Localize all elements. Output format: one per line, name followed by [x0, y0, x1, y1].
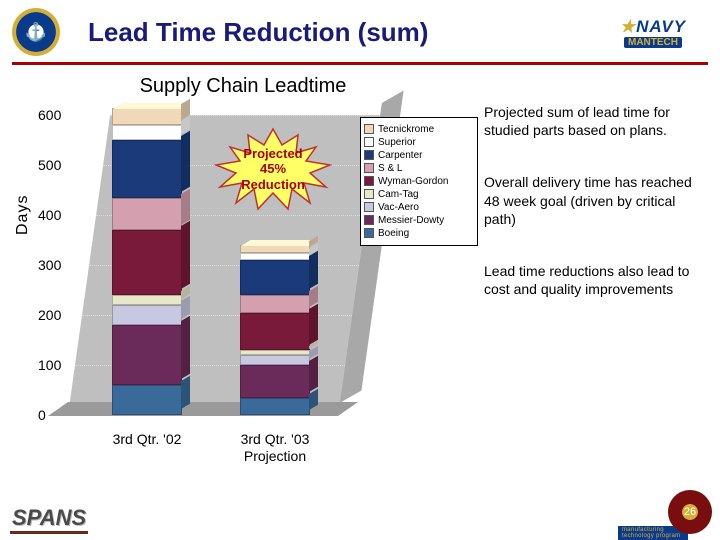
- segment-s-&-l: [112, 198, 182, 231]
- y-tick: 0: [38, 407, 46, 423]
- legend-swatch: [364, 150, 374, 160]
- chart-legend: Tecnickrome Superior Carpenter S & L Wyman-G…: [360, 117, 478, 246]
- segment-carpenter: [240, 260, 310, 295]
- legend-item: Superior: [364, 137, 474, 148]
- x-tick: 3rd Qtr. '03Projection: [210, 431, 340, 465]
- segment-tecnickrome: [112, 108, 182, 126]
- legend-swatch: [364, 202, 374, 212]
- spans-logo: SPANS: [10, 505, 88, 534]
- y-tick: 600: [38, 107, 61, 123]
- y-axis-label: Days: [14, 195, 32, 235]
- legend-item: Messier-Dowty: [364, 215, 474, 226]
- onr-seal-icon: 26: [668, 490, 712, 534]
- segment-s-&-l: [240, 295, 310, 313]
- supply-chain-chart: Supply Chain Leadtime Days 0 100 200 300 400…: [8, 75, 478, 445]
- legend-label: S & L: [378, 163, 402, 174]
- y-tick: 400: [38, 207, 61, 223]
- legend-label: Wyman-Gordon: [378, 176, 449, 187]
- segment-vac-aero: [240, 355, 310, 365]
- note-1: Projected sum of lead time for studied p…: [484, 103, 706, 139]
- segment-carpenter: [112, 140, 182, 198]
- y-tick: 300: [38, 257, 61, 273]
- legend-swatch: [364, 228, 374, 238]
- segment-messier-dowty: [240, 365, 310, 398]
- segment-boeing: [112, 385, 182, 415]
- legend-item: Carpenter: [364, 150, 474, 161]
- segment-superior: [112, 125, 182, 140]
- legend-swatch: [364, 215, 374, 225]
- segment-boeing: [240, 398, 310, 416]
- navy-seal-icon: ⚓: [12, 8, 60, 56]
- legend-item: Boeing: [364, 228, 474, 239]
- y-tick: 500: [38, 157, 61, 173]
- segment-superior: [240, 253, 310, 261]
- x-tick: 3rd Qtr. '02: [82, 431, 212, 448]
- chart-title: Supply Chain Leadtime: [8, 75, 478, 98]
- bar-0: [112, 108, 182, 416]
- legend-item: Tecnickrome: [364, 124, 474, 135]
- legend-label: Carpenter: [378, 150, 422, 161]
- legend-label: Vac-Aero: [378, 202, 419, 213]
- page-number: 26: [684, 506, 696, 518]
- legend-label: Cam-Tag: [378, 189, 419, 200]
- legend-item: Vac-Aero: [364, 202, 474, 213]
- slide-body: Supply Chain Leadtime Days 0 100 200 300 400…: [0, 65, 720, 445]
- y-tick: 100: [38, 357, 61, 373]
- reduction-callout: Projected45%Reduction: [214, 127, 332, 211]
- note-3: Lead time reductions also lead to cost a…: [484, 262, 706, 298]
- segment-tecnickrome: [240, 245, 310, 253]
- legend-item: S & L: [364, 163, 474, 174]
- segment-messier-dowty: [112, 325, 182, 385]
- bar-1: [240, 245, 310, 415]
- legend-label: Superior: [378, 137, 416, 148]
- legend-swatch: [364, 137, 374, 147]
- segment-vac-aero: [112, 305, 182, 325]
- slide-notes: Projected sum of lead time for studied p…: [478, 75, 706, 445]
- legend-label: Messier-Dowty: [378, 215, 444, 226]
- note-2: Overall delivery time has reached 48 wee…: [484, 173, 706, 228]
- legend-swatch: [364, 124, 374, 134]
- legend-label: Boeing: [378, 228, 409, 239]
- legend-item: Cam-Tag: [364, 189, 474, 200]
- segment-wyman-gordon: [240, 313, 310, 351]
- legend-swatch: [364, 163, 374, 173]
- slide-header: ⚓ Lead Time Reduction (sum) ★NAVY MANTEC…: [0, 0, 720, 60]
- y-tick: 200: [38, 307, 61, 323]
- legend-swatch: [364, 176, 374, 186]
- slide-footer: SPANS 26: [10, 490, 712, 534]
- legend-label: Tecnickrome: [378, 124, 434, 135]
- segment-wyman-gordon: [112, 230, 182, 295]
- legend-swatch: [364, 189, 374, 199]
- mantech-logo: ★NAVY MANTECH manufacturing technology p…: [598, 11, 708, 53]
- legend-item: Wyman-Gordon: [364, 176, 474, 187]
- segment-cam-tag: [112, 295, 182, 305]
- slide-title: Lead Time Reduction (sum): [60, 17, 598, 48]
